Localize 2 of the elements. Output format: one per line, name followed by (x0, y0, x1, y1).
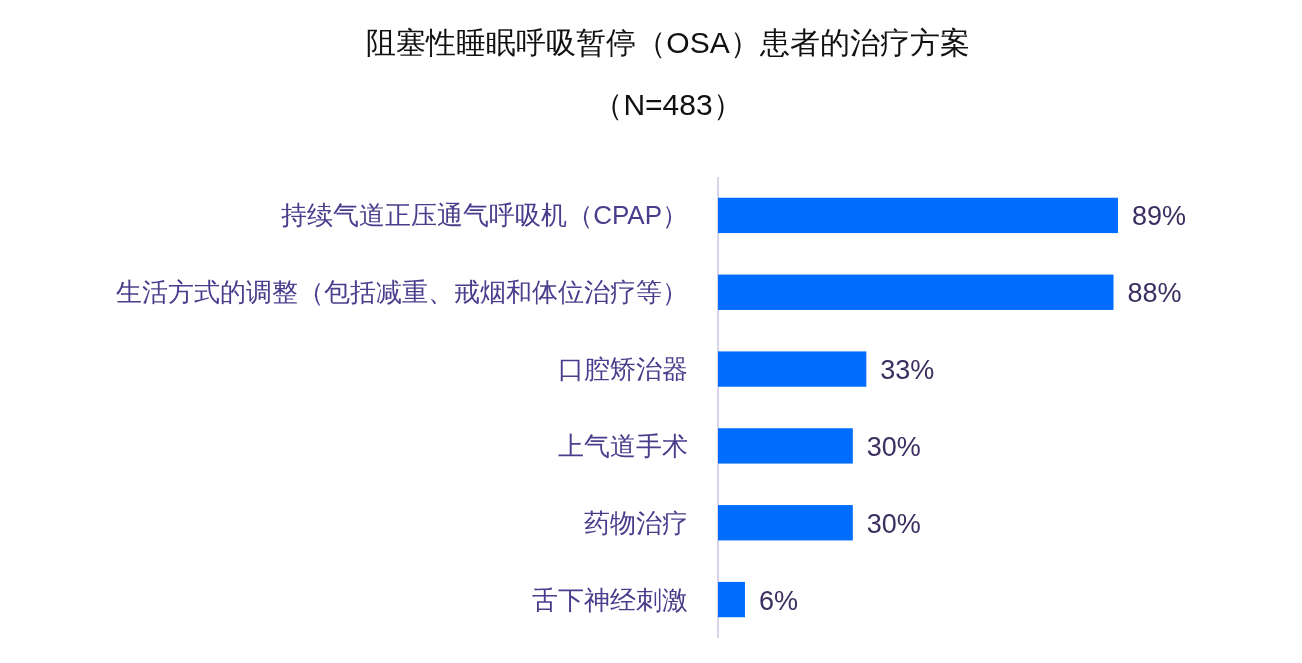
title: 阻塞性睡眠呼吸暂停（OSA）患者的治疗方案 (366, 25, 970, 59)
subtitle: （N=483） (593, 87, 743, 121)
